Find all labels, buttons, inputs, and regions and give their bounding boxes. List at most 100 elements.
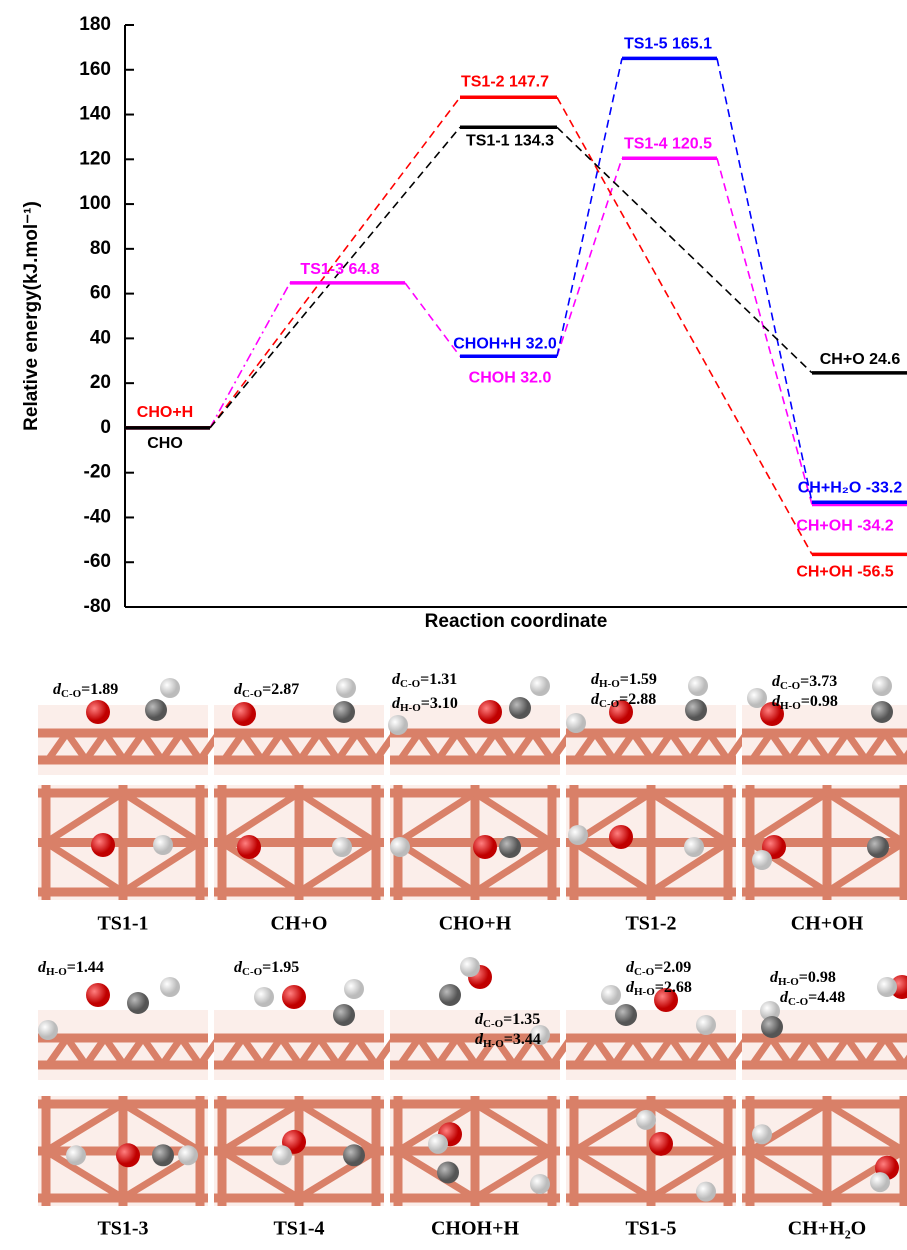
y-tick-label: -60 [84,551,111,572]
atom [566,713,586,733]
atom [428,1134,448,1154]
structure-caption: TS1-1 [97,913,148,935]
structure-panel: TS1-4 dC-O=1.95 [214,959,414,1240]
atom [601,985,621,1005]
structure-caption: CH+O [271,913,328,935]
level-label: TS1-3 64.8 [300,261,379,278]
level-label: CH+O 24.6 [820,351,901,368]
distance-part: =3.73 [800,673,837,690]
distance-label: dC-O=1.31 [392,671,457,690]
y-tick-label: -20 [84,462,111,483]
atom [460,957,480,977]
distance-part: =3.44 [504,1031,541,1048]
distance-part: C-O [61,688,82,700]
distance-label: dH-O=1.44 [38,959,104,978]
distance-label: dC-O=4.48 [780,989,845,1008]
distance-label: dH-O=0.98 [770,969,836,988]
distance-part: C-O [599,698,620,710]
atom [530,676,550,696]
connector [717,158,812,504]
distance-part: =2.68 [655,979,692,996]
atom [66,1145,86,1165]
atom [499,836,521,858]
atom [153,835,173,855]
atom [685,699,707,721]
distance-part: =0.98 [801,693,838,710]
atom [478,700,502,724]
connector [405,283,460,356]
distance-label: dH-O=2.68 [626,979,692,998]
connector [557,58,622,356]
atom [178,1145,198,1165]
connector [210,283,290,428]
atom [649,1132,673,1156]
y-tick-label: 20 [90,372,111,393]
distance-part: C-O [400,678,421,690]
atom [696,1182,716,1202]
structure-caption: CHOH+H [431,1218,520,1240]
atom [332,837,352,857]
atom [752,850,772,870]
distance-label: dH-O=3.10 [392,695,458,714]
structure-panel: CH+H₂OdH-O=0.98dC-O=4.48 [742,969,907,1240]
y-tick-label: -80 [84,596,111,617]
structure-panel: CH+OHdC-O=3.73dH-O=0.98 [742,673,907,935]
atom [344,979,364,999]
atom [254,987,274,1007]
atom [127,992,149,1014]
distance-part: =4.48 [808,989,845,1006]
atom [688,676,708,696]
atom [343,1144,365,1166]
distance-part: H-O [400,702,421,714]
structure-panel: TS1-2dH-O=1.59dC-O=2.88 [566,671,766,935]
distance-label: dC-O=3.73 [772,673,837,692]
distance-part: C-O [634,966,655,978]
distance-part: H-O [780,700,801,712]
level-label: TS1-5 165.1 [624,36,712,53]
distance-part: =1.31 [420,671,457,688]
level-label: CHOH+H 32.0 [453,336,557,353]
distance-part: =1.35 [503,1011,540,1028]
y-tick-label: 140 [79,104,111,125]
distance-part: C-O [242,688,263,700]
distance-part: C-O [788,996,809,1008]
structure-panel: TS1-1dC-O=1.89 [38,678,238,935]
y-tick-label: 60 [90,283,111,304]
atom [568,825,588,845]
atom [336,678,356,698]
y-tick-label: 180 [79,14,111,35]
atom [145,699,167,721]
structure-panel: CHO+HdC-O=1.31dH-O=3.10 [388,671,590,935]
distance-part: H-O [483,1038,504,1050]
atom [38,1020,58,1040]
level-label: CH+OH -34.2 [796,518,893,535]
distance-part: =2.87 [262,681,299,698]
atom [684,837,704,857]
level-label: TS1-1 134.3 [466,133,554,150]
connector [717,58,812,502]
distance-part: =1.95 [262,959,299,976]
distance-label: dH-O=0.98 [772,693,838,712]
level-label: CH+H₂O -33.2 [798,479,903,496]
atom [615,1004,637,1026]
atom [333,1004,355,1026]
connector [557,127,812,373]
atom [91,833,115,857]
atom [747,688,767,708]
x-axis-label: Reaction coordinate [425,611,608,632]
atom [877,977,897,997]
distance-label: dC-O=1.95 [234,959,299,978]
distance-part: C-O [780,680,801,692]
level-label: CHO [147,435,183,452]
atom [872,676,892,696]
atom [636,1110,656,1130]
distance-part: =2.09 [654,959,691,976]
y-tick-label: 160 [79,59,111,80]
distance-part: =1.59 [620,671,657,688]
y-tick-label: -40 [84,506,111,527]
level-label: TS1-4 120.5 [624,135,712,152]
y-tick-label: 80 [90,238,111,259]
y-tick-label: 100 [79,193,111,214]
structure-caption: TS1-4 [273,1218,324,1240]
atom [272,1145,292,1165]
